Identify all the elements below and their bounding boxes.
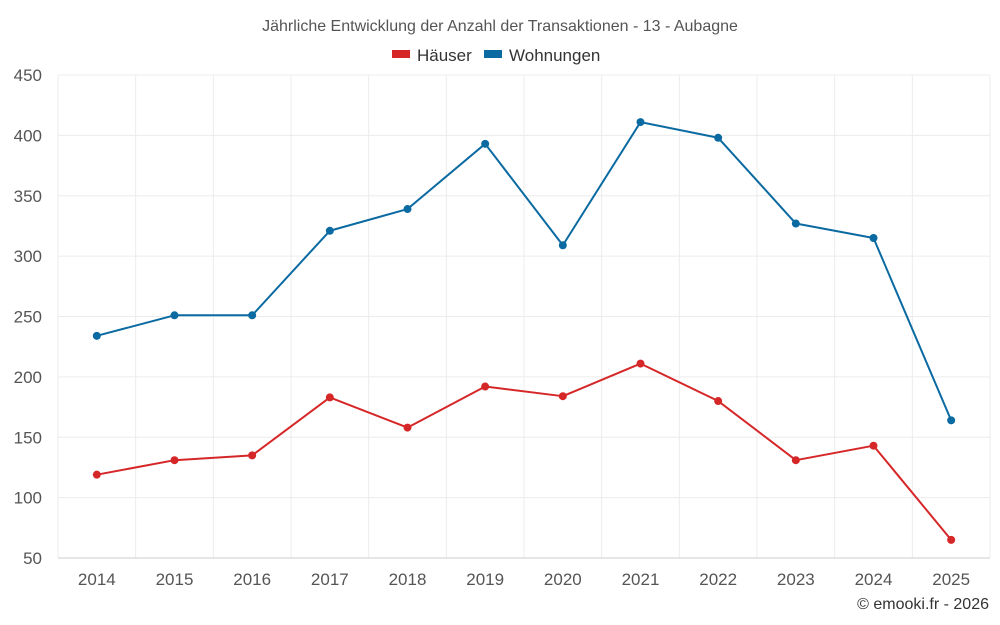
y-axis-ticks: 50 100 150 200 250 300 350 400 450 bbox=[14, 66, 42, 568]
data-point-houses[interactable] bbox=[170, 456, 179, 465]
x-tick-label: 2019 bbox=[466, 570, 504, 589]
x-tick-label: 2025 bbox=[932, 570, 970, 589]
legend-label-houses: Häuser bbox=[417, 46, 472, 65]
data-point-houses[interactable] bbox=[558, 392, 567, 401]
data-point-apartments[interactable] bbox=[869, 234, 878, 243]
data-point-apartments[interactable] bbox=[636, 118, 645, 127]
x-tick-label: 2018 bbox=[389, 570, 427, 589]
data-point-houses[interactable] bbox=[92, 470, 101, 479]
data-point-apartments[interactable] bbox=[791, 219, 800, 228]
series-houses bbox=[92, 359, 956, 544]
x-tick-label: 2023 bbox=[777, 570, 815, 589]
data-point-apartments[interactable] bbox=[403, 205, 412, 214]
x-tick-label: 2020 bbox=[544, 570, 582, 589]
legend-item-houses[interactable]: Häuser bbox=[392, 46, 472, 65]
x-gridlines bbox=[57, 75, 991, 558]
data-point-houses[interactable] bbox=[714, 397, 723, 406]
data-point-houses[interactable] bbox=[636, 359, 645, 368]
x-tick-label: 2016 bbox=[233, 570, 271, 589]
data-point-apartments[interactable] bbox=[325, 226, 334, 235]
legend-item-apartments[interactable]: Wohnungen bbox=[484, 46, 600, 65]
data-point-apartments[interactable] bbox=[248, 311, 257, 320]
legend: Häuser Wohnungen bbox=[392, 46, 600, 65]
series-layer bbox=[92, 118, 956, 544]
y-tick-label: 400 bbox=[14, 126, 42, 145]
x-tick-label: 2022 bbox=[699, 570, 737, 589]
data-point-houses[interactable] bbox=[869, 441, 878, 450]
y-tick-label: 350 bbox=[14, 187, 42, 206]
y-tick-label: 100 bbox=[14, 489, 42, 508]
data-point-apartments[interactable] bbox=[714, 133, 723, 142]
legend-swatch-houses bbox=[392, 50, 410, 58]
data-point-houses[interactable] bbox=[947, 535, 956, 544]
series-apartments bbox=[92, 118, 956, 425]
x-tick-label: 2014 bbox=[78, 570, 116, 589]
x-axis-ticks: 2014 2015 2016 2017 2018 2019 2020 2021 2022 2023… bbox=[78, 570, 970, 589]
chart-title: Jährliche Entwicklung der Anzahl der Tra… bbox=[262, 18, 738, 35]
data-point-houses[interactable] bbox=[403, 423, 412, 432]
data-point-houses[interactable] bbox=[481, 382, 490, 391]
credit-text: © emooki.fr - 2026 bbox=[857, 596, 989, 613]
data-point-houses[interactable] bbox=[791, 456, 800, 465]
data-point-apartments[interactable] bbox=[481, 139, 490, 148]
data-point-apartments[interactable] bbox=[947, 416, 956, 425]
series-line-houses bbox=[96, 362, 952, 541]
data-point-houses[interactable] bbox=[325, 393, 334, 402]
x-tick-label: 2017 bbox=[311, 570, 349, 589]
data-point-apartments[interactable] bbox=[92, 331, 101, 340]
x-tick-label: 2024 bbox=[855, 570, 893, 589]
x-tick-label: 2021 bbox=[622, 570, 660, 589]
y-tick-label: 200 bbox=[14, 368, 42, 387]
data-point-apartments[interactable] bbox=[170, 311, 179, 320]
y-tick-label: 150 bbox=[14, 428, 42, 447]
legend-swatch-apartments bbox=[484, 50, 502, 58]
legend-label-apartments: Wohnungen bbox=[509, 46, 600, 65]
y-tick-label: 300 bbox=[14, 247, 42, 266]
y-tick-label: 450 bbox=[14, 66, 42, 85]
y-tick-label: 50 bbox=[23, 549, 42, 568]
y-tick-label: 250 bbox=[14, 308, 42, 327]
data-point-houses[interactable] bbox=[248, 451, 257, 460]
x-tick-label: 2015 bbox=[156, 570, 194, 589]
series-line-apartments bbox=[96, 121, 953, 421]
data-point-apartments[interactable] bbox=[558, 241, 567, 250]
